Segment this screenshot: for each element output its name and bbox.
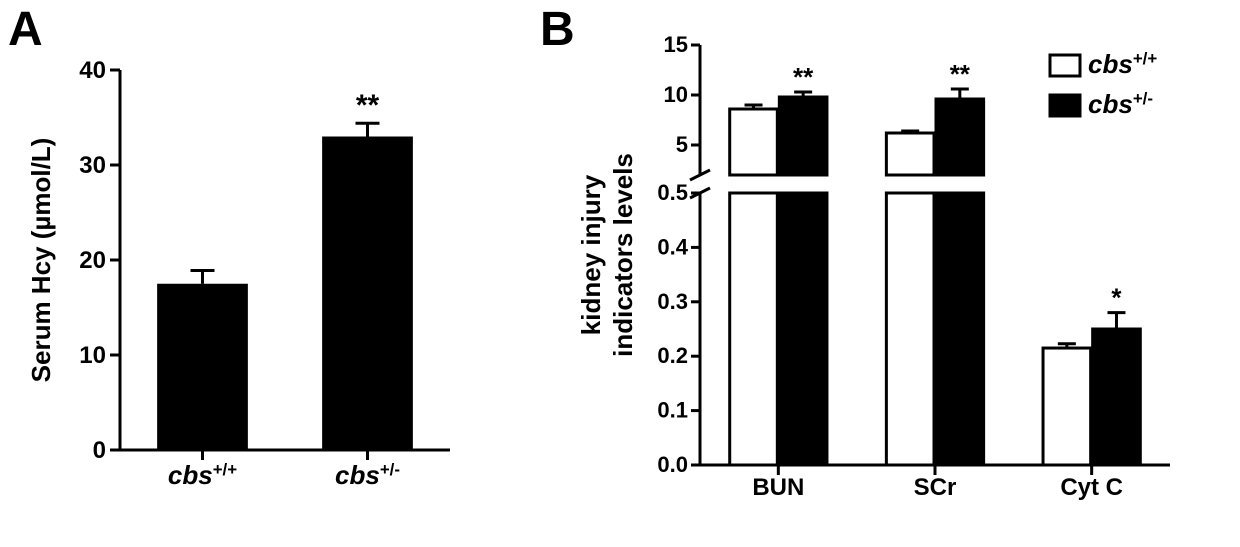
svg-text:indicators levels: indicators levels — [608, 153, 638, 357]
svg-text:30: 30 — [79, 152, 106, 179]
svg-text:5: 5 — [676, 132, 688, 157]
svg-text:0.1: 0.1 — [657, 398, 688, 423]
svg-text:Serum Hcy (µmol/L): Serum Hcy (µmol/L) — [26, 138, 56, 383]
svg-text:Cyt C: Cyt C — [1060, 474, 1123, 501]
svg-text:10: 10 — [664, 82, 688, 107]
svg-text:40: 40 — [79, 57, 106, 84]
svg-text:0.3: 0.3 — [657, 289, 688, 314]
svg-text:cbs+/-: cbs+/- — [1088, 89, 1153, 120]
svg-text:10: 10 — [79, 342, 106, 369]
svg-text:kidney injury: kidney injury — [576, 174, 606, 335]
panel-b-chart: 0.0 0.1 0.2 0.3 0.4 0.5 5 10 15 kidney injuryindi… — [540, 0, 1240, 540]
svg-text:cbs+/+: cbs+/+ — [1088, 49, 1157, 80]
svg-text:20: 20 — [79, 247, 106, 274]
svg-text:**: ** — [356, 89, 380, 122]
svg-text:**: ** — [950, 59, 971, 89]
svg-text:0.0: 0.0 — [657, 452, 688, 477]
svg-text:0.2: 0.2 — [657, 343, 688, 368]
svg-text:cbs+/+: cbs+/+ — [168, 460, 237, 491]
panel-a-chart: 0 10 20 30 40 Serum Hcy (µmol/L) cbs+/+ ** cbs+/… — [0, 0, 510, 540]
svg-text:SCr: SCr — [914, 474, 957, 501]
svg-text:**: ** — [793, 62, 814, 92]
svg-text:BUN: BUN — [752, 474, 804, 501]
legend-swatch-cbs_wt — [1050, 55, 1080, 76]
svg-text:cbs+/-: cbs+/- — [335, 460, 400, 491]
bar-cbs_het — [322, 137, 413, 451]
svg-text:15: 15 — [664, 32, 688, 57]
svg-text:*: * — [1111, 283, 1122, 313]
legend-swatch-cbs_het — [1050, 95, 1080, 116]
svg-text:0.5: 0.5 — [657, 180, 688, 205]
svg-text:0.4: 0.4 — [657, 234, 688, 259]
bar-cbs_wt — [157, 284, 248, 450]
svg-text:0: 0 — [93, 437, 106, 464]
